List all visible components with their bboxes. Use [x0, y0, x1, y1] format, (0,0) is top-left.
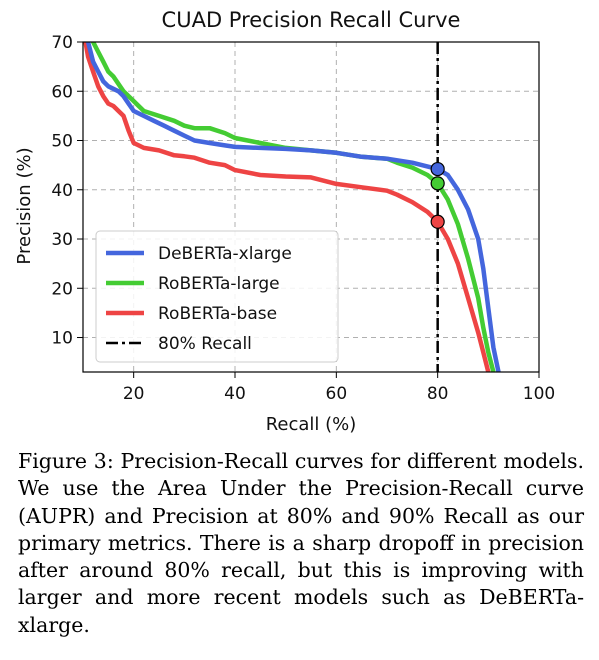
x-tick-label: 100 — [523, 384, 555, 404]
y-tick-label: 60 — [51, 82, 73, 102]
precision-recall-chart: CUAD Precision Recall Curve 20 40 60 80 100 1… — [14, 8, 555, 435]
legend-label: 80% Recall — [158, 334, 252, 354]
y-tick-label: 30 — [51, 230, 73, 250]
x-tick-label: 60 — [326, 384, 348, 404]
y-tick-label: 70 — [51, 33, 73, 53]
x-tick-label: 20 — [123, 384, 145, 404]
legend-label: DeBERTa-xlarge — [158, 244, 292, 264]
x-axis-label: Recall (%) — [266, 414, 357, 435]
legend-label: RoBERTa-base — [158, 304, 277, 324]
plot-frame — [82, 41, 540, 373]
chart-title: CUAD Precision Recall Curve — [162, 8, 461, 32]
y-axis-label: Precision (%) — [14, 147, 35, 264]
marker-roberta-base — [430, 214, 445, 229]
ticks: 20 40 60 80 100 10 20 30 40 50 60 70 — [51, 33, 555, 404]
y-tick-label: 10 — [51, 329, 73, 349]
legend-label: RoBERTa-large — [158, 274, 280, 294]
series-line-roberta-large — [90, 42, 496, 372]
marker-layer — [430, 161, 445, 229]
marker-roberta-large — [430, 176, 445, 191]
y-tick-label: 20 — [51, 279, 73, 299]
y-tick-label: 40 — [51, 181, 73, 201]
series-line-deberta-xlarge — [85, 42, 501, 372]
figure-caption: Figure 3: Precision-Recall curves for di… — [18, 449, 584, 637]
legend-box — [95, 230, 339, 363]
x-tick-label: 40 — [224, 384, 246, 404]
y-tick-label: 50 — [51, 132, 73, 152]
marker-deberta-xlarge — [430, 161, 445, 177]
x-tick-label: 80 — [427, 384, 449, 404]
legend: DeBERTa-xlarge RoBERTa-large RoBERTa-base 8… — [95, 230, 339, 363]
